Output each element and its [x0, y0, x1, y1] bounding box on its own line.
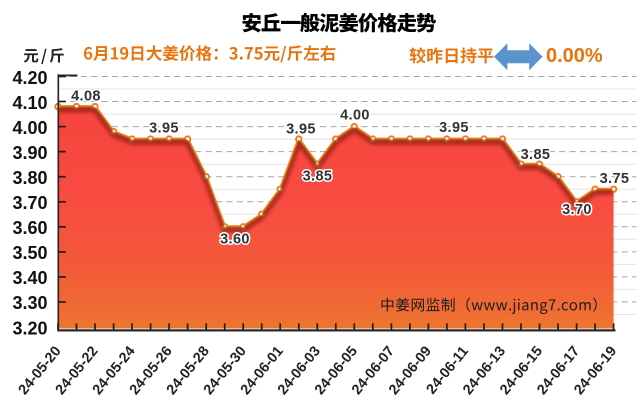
- svg-text:4.00: 4.00: [12, 118, 47, 138]
- svg-text:3.85: 3.85: [521, 147, 551, 163]
- svg-text:3.70: 3.70: [12, 193, 47, 213]
- svg-text:3.40: 3.40: [12, 268, 47, 288]
- svg-text:4.08: 4.08: [71, 88, 101, 104]
- svg-text:3.60: 3.60: [12, 218, 47, 238]
- svg-text:3.20: 3.20: [12, 318, 47, 338]
- svg-text:3.95: 3.95: [149, 121, 179, 137]
- svg-text:3.90: 3.90: [12, 143, 47, 163]
- svg-text:3.85: 3.85: [303, 169, 333, 185]
- svg-text:3.60: 3.60: [220, 232, 250, 248]
- svg-text:3.95: 3.95: [286, 122, 316, 138]
- svg-text:3.50: 3.50: [12, 243, 47, 263]
- svg-text:3.95: 3.95: [439, 120, 469, 136]
- svg-text:4.00: 4.00: [340, 108, 370, 124]
- svg-text:3.30: 3.30: [12, 293, 47, 313]
- svg-text:3.80: 3.80: [12, 168, 47, 188]
- svg-text:3.75: 3.75: [600, 171, 630, 187]
- svg-text:4.20: 4.20: [12, 68, 47, 88]
- svg-text:4.10: 4.10: [12, 93, 47, 113]
- svg-text:3.70: 3.70: [562, 202, 592, 218]
- svg-text:0.00%: 0.00%: [546, 45, 603, 67]
